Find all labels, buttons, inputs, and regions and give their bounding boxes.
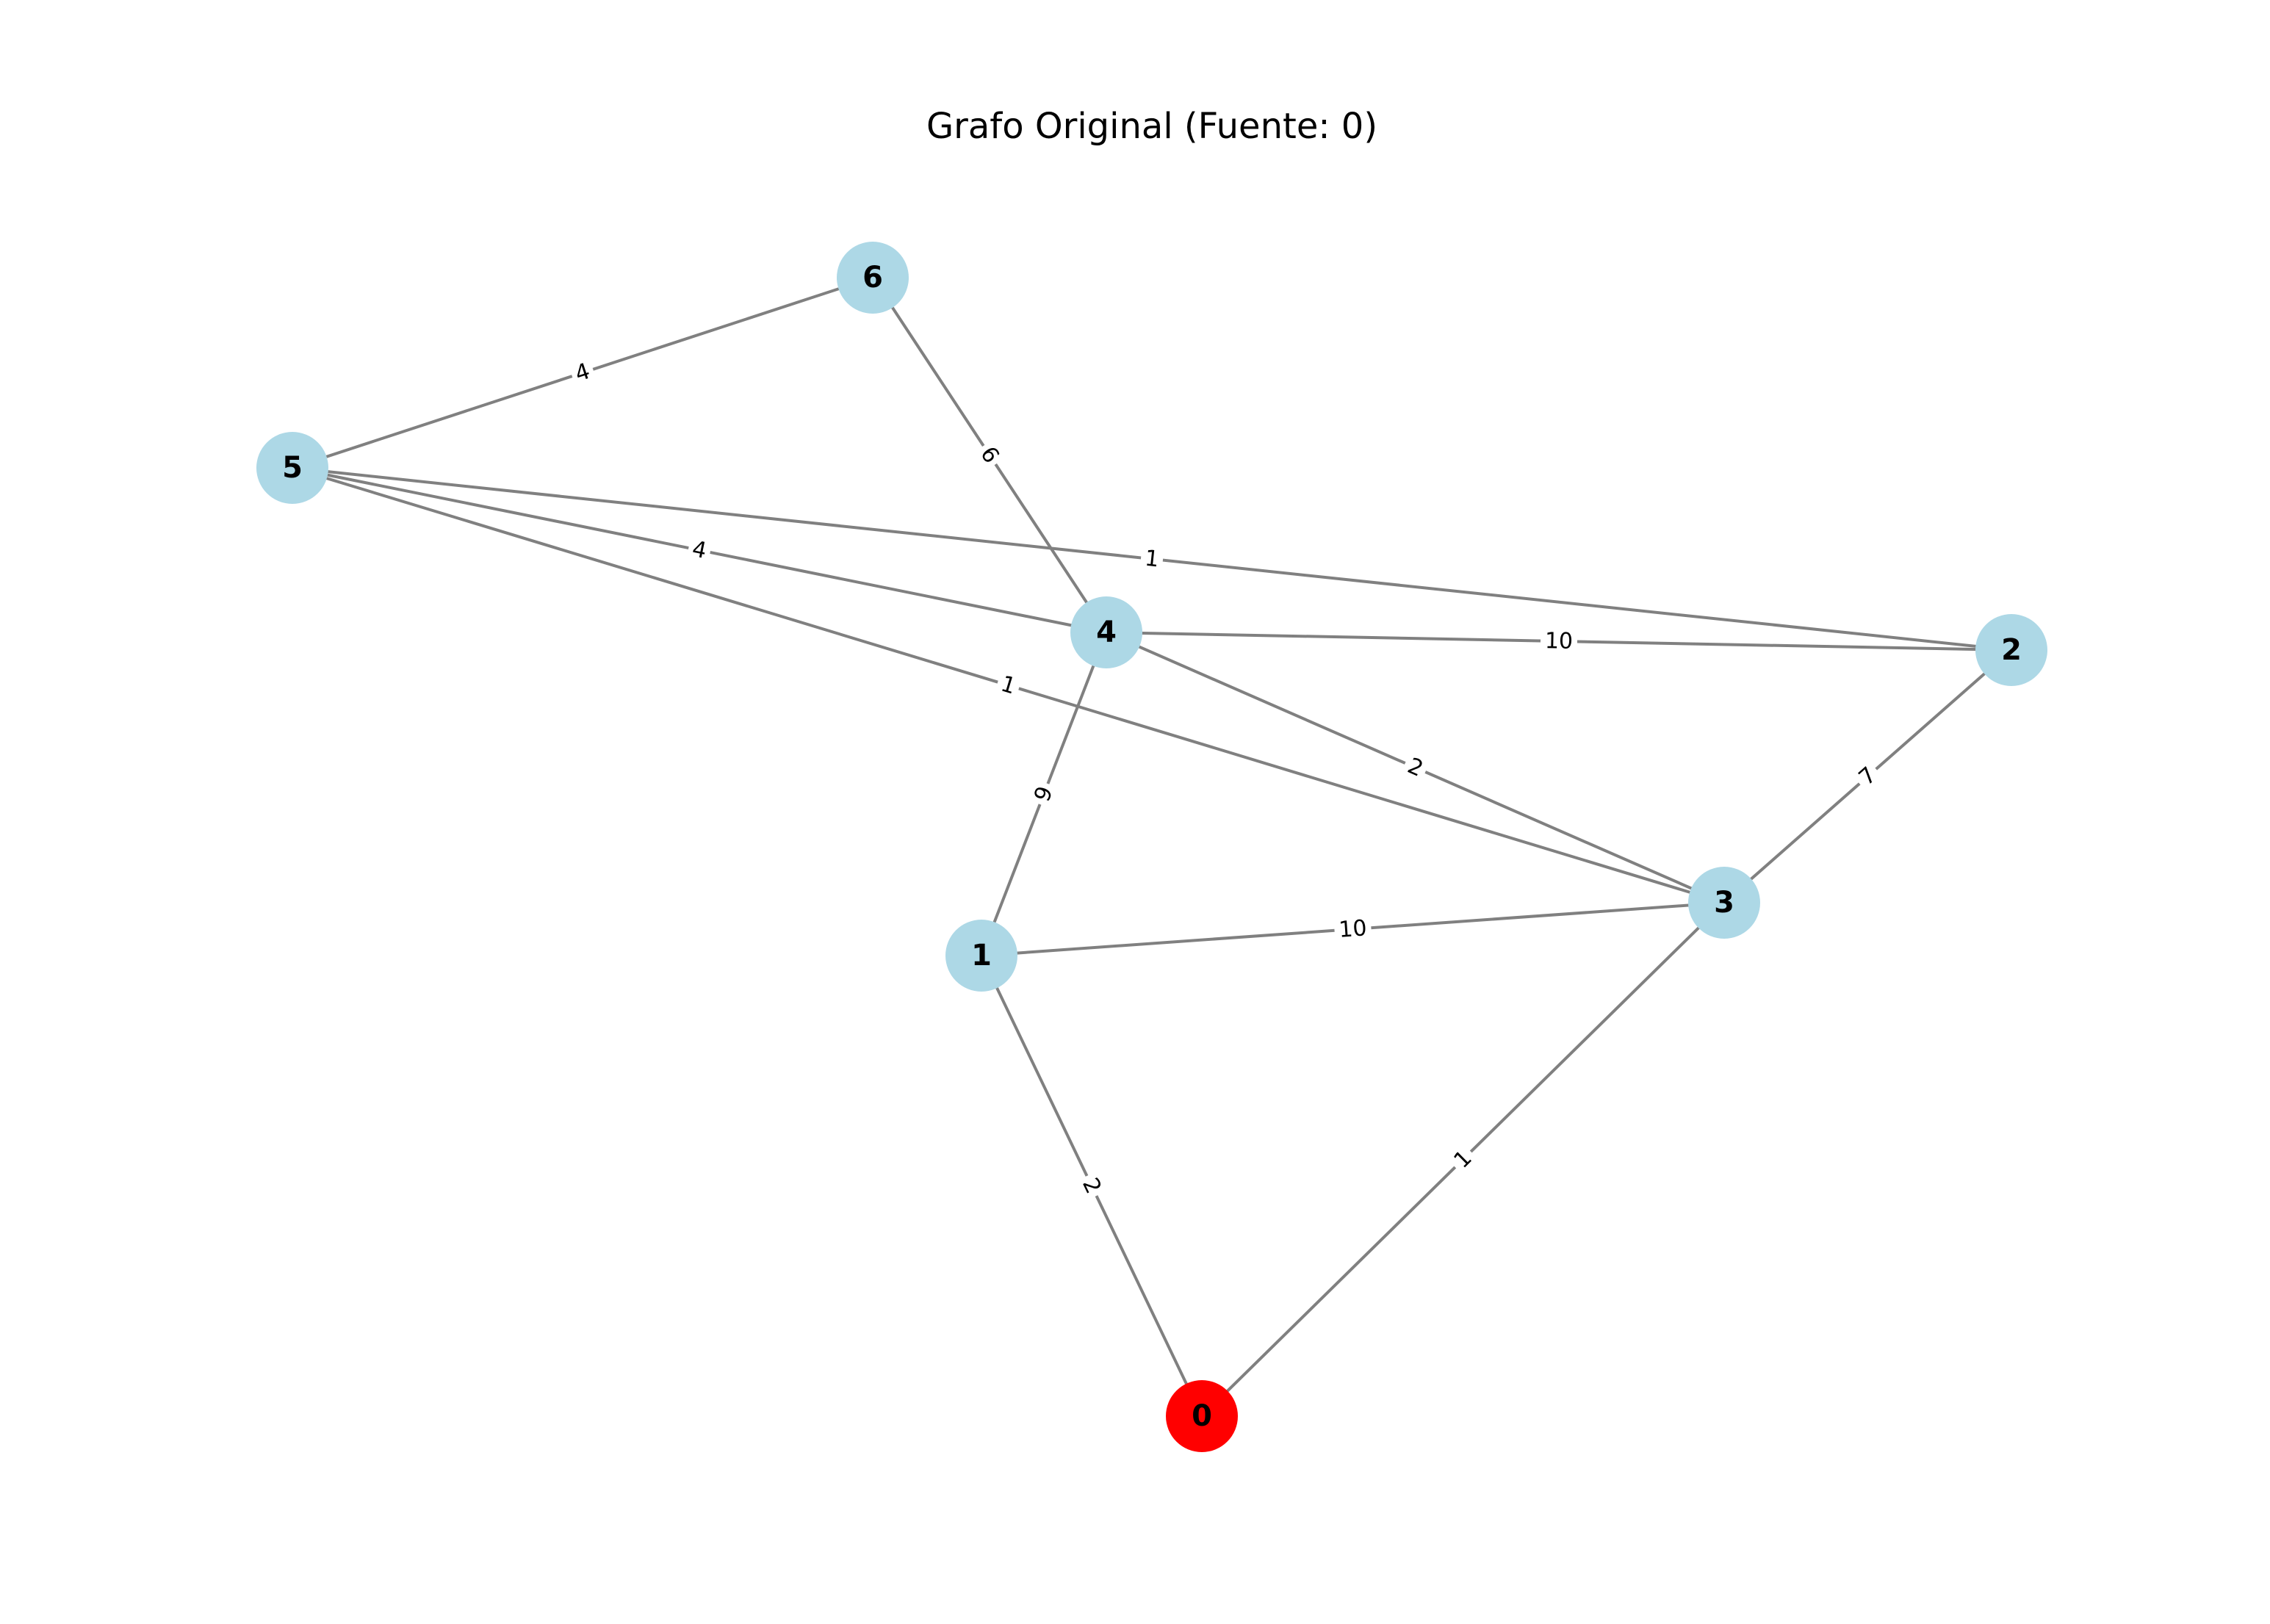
- nodes-layer: 0 1 2 3 4 5 6: [256, 242, 2047, 1452]
- edge-label-background: [1540, 627, 1578, 656]
- edge-label-group-5-2: 1: [1139, 544, 1164, 574]
- node-label: 0: [1192, 1399, 1212, 1433]
- edge-label-group-4-3: 2: [1399, 750, 1431, 785]
- edge-label-background: [1850, 758, 1886, 795]
- node-label: 3: [1714, 886, 1734, 920]
- edge-label-group-4-2: 10: [1540, 627, 1578, 656]
- node-label: 2: [2001, 633, 2022, 667]
- edge-label-background: [567, 356, 598, 390]
- node-6: 6: [837, 242, 909, 314]
- node-circle: [837, 242, 909, 314]
- source-node-circle: [1166, 1380, 1238, 1452]
- edge-label-background: [1139, 544, 1164, 574]
- edge-label-group-1-3: 10: [1333, 914, 1372, 945]
- edge-label-group-4-1: 9: [1026, 779, 1062, 809]
- edge-weight-label: 10: [1545, 628, 1574, 654]
- node-5: 5: [256, 432, 328, 504]
- node-circle: [1975, 614, 2047, 686]
- edge-label-background: [1074, 1169, 1109, 1202]
- node-label: 4: [1096, 616, 1117, 649]
- edge-weight-label: 1: [1144, 546, 1161, 573]
- edge-label-background: [1333, 914, 1372, 945]
- graph-title: Grafo Original (Fuente: 0): [926, 106, 1377, 147]
- node-circle: [256, 432, 328, 504]
- node-3: 3: [1688, 867, 1760, 939]
- node-1: 1: [945, 920, 1017, 992]
- node-2: 2: [1975, 614, 2047, 686]
- edge-label-background: [1026, 779, 1062, 809]
- node-4: 4: [1070, 596, 1142, 668]
- edge-label-background: [1445, 1141, 1481, 1177]
- edge-label-group-5-4: 4: [685, 534, 713, 566]
- node-label: 5: [282, 451, 303, 485]
- edge-weight-label: 10: [1338, 915, 1368, 943]
- edge-label-group-6-5: 4: [567, 356, 598, 390]
- node-circle: [1070, 596, 1142, 668]
- edge-label-group-5-3: 1: [993, 668, 1023, 702]
- edge-label-background: [685, 534, 713, 566]
- node-circle: [1688, 867, 1760, 939]
- edge-label-background: [971, 438, 1008, 472]
- node-0: 0: [1166, 1380, 1238, 1452]
- edge-label-background: [1399, 750, 1431, 785]
- edge-label-background: [993, 668, 1023, 702]
- node-label: 1: [971, 939, 992, 972]
- node-circle: [945, 920, 1017, 992]
- node-label: 6: [862, 261, 883, 295]
